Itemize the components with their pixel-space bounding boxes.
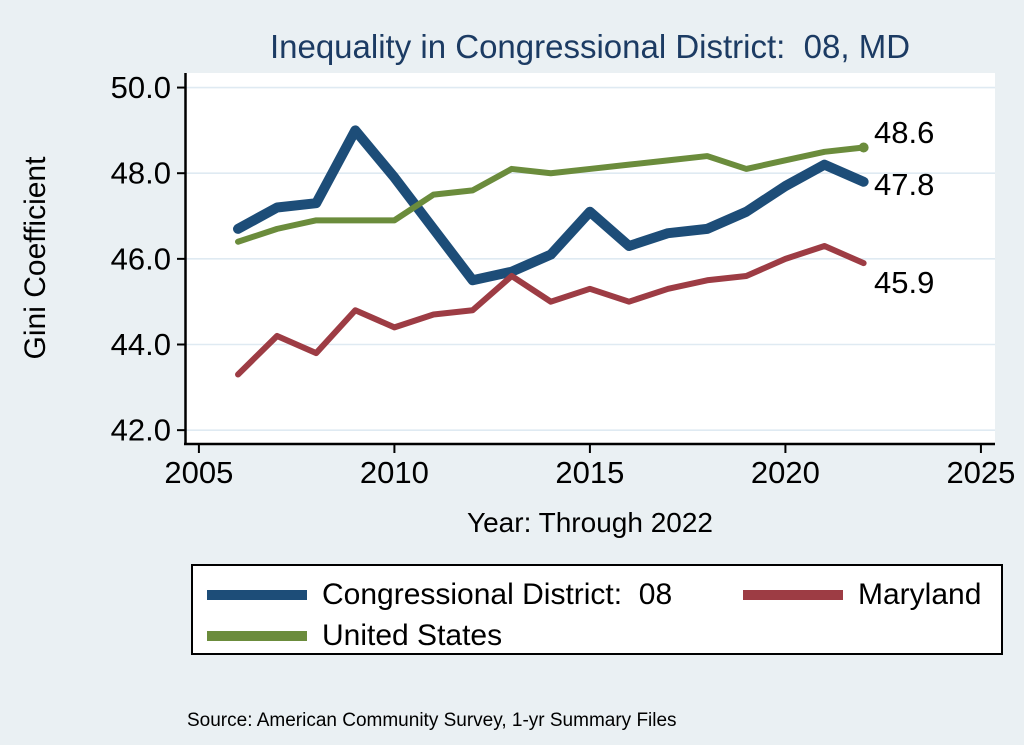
y-tick-label: 50.0 xyxy=(111,70,171,105)
legend-item-district: Congressional District: 08 xyxy=(207,578,673,611)
y-tick-label: 48.0 xyxy=(111,156,171,191)
axis-ticks xyxy=(177,86,982,453)
x-tick-label: 2020 xyxy=(751,455,820,490)
x-tick-label: 2025 xyxy=(946,455,1015,490)
legend-swatch-maryland xyxy=(743,590,843,600)
legend-label-maryland: Maryland xyxy=(858,578,982,611)
y-tick-label: 44.0 xyxy=(111,327,171,362)
end-value-label-us: 48.6 xyxy=(874,115,935,150)
legend-item-maryland: Maryland xyxy=(743,578,982,611)
legend-label-district: Congressional District: 08 xyxy=(322,578,673,611)
legend: Congressional District: 08 Maryland Unit… xyxy=(191,564,1003,655)
legend-swatch-district xyxy=(207,590,307,600)
end-value-label-district: 47.8 xyxy=(874,167,935,202)
y-axis-title: Gini Coefficient xyxy=(19,156,52,360)
end-value-label-maryland: 45.9 xyxy=(874,265,935,300)
chart-title: Inequality in Congressional District: 08… xyxy=(269,28,911,65)
legend-label-us: United States xyxy=(322,619,503,652)
legend-item-us: United States xyxy=(207,619,503,652)
source-note: Source: American Community Survey, 1-yr … xyxy=(187,710,677,731)
series-lines xyxy=(233,125,869,378)
x-tick-label: 2005 xyxy=(164,455,233,490)
y-tick-label: 42.0 xyxy=(111,413,171,448)
footer-notes: Source: American Community Survey, 1-yr … xyxy=(187,666,875,745)
x-tick-label: 2015 xyxy=(555,455,624,490)
x-tick-label: 2010 xyxy=(360,455,429,490)
line-maryland xyxy=(235,243,867,378)
y-tick-label: 46.0 xyxy=(111,241,171,276)
axis-tick-labels: 50.0 48.0 46.0 44.0 42.0 2005 2010 2015 2020 2025 xyxy=(111,70,1016,490)
line-district xyxy=(233,125,869,286)
x-axis-title: Year: Through 2022 xyxy=(467,507,713,538)
legend-swatch-us xyxy=(207,631,307,641)
end-marker-dot xyxy=(858,142,869,153)
line-us xyxy=(235,144,867,245)
